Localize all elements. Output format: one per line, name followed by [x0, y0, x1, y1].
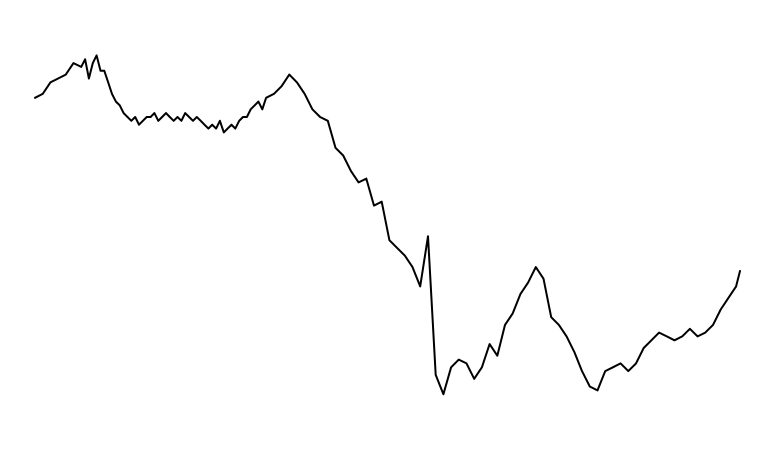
series-layer [34, 54, 741, 396]
series-line-0 [34, 54, 741, 396]
